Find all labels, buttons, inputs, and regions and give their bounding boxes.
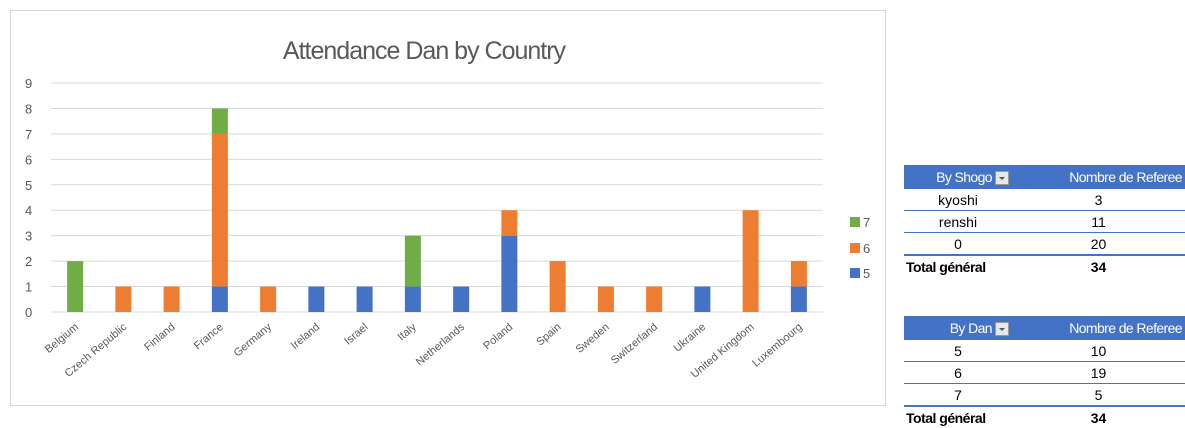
x-tick-label: Germany xyxy=(232,321,275,360)
pivot-table-by-shogo: By Shogo Nombre de Referee kyoshi 3 rens… xyxy=(904,165,1185,277)
bar-segment-dan-5 xyxy=(453,287,469,312)
row-label: 6 xyxy=(904,362,1012,384)
x-tick-label: Belgium xyxy=(43,321,81,356)
table-row: renshi 11 xyxy=(904,211,1185,233)
legend-swatch xyxy=(850,217,860,227)
bar-segment-dan-5 xyxy=(791,287,807,312)
bar-segment-dan-5 xyxy=(357,287,373,312)
total-row: Total général 34 xyxy=(904,406,1185,428)
row-value: 3 xyxy=(1012,189,1185,211)
bar-segment-dan-7 xyxy=(212,108,228,133)
x-tick-label: Ireland xyxy=(289,321,322,352)
table-row: kyoshi 3 xyxy=(904,189,1185,211)
bar-segment-dan-6 xyxy=(501,210,517,235)
bar-segment-dan-5 xyxy=(405,287,421,312)
x-tick-label: Luxembourg xyxy=(750,321,805,370)
legend-label: 6 xyxy=(863,241,870,256)
by-shogo-header-label: By Shogo xyxy=(936,169,992,185)
y-tick-label: 3 xyxy=(25,229,32,244)
row-label: 0 xyxy=(904,233,1012,256)
total-label: Total général xyxy=(904,406,1012,428)
bar-segment-dan-6 xyxy=(164,287,180,312)
x-tick-label: Poland xyxy=(481,321,515,352)
bar-segment-dan-5 xyxy=(308,287,324,312)
y-tick-label: 8 xyxy=(25,101,32,116)
row-value: 10 xyxy=(1012,340,1185,362)
bar-segment-dan-7 xyxy=(405,236,421,287)
x-tick-label: Ukraine xyxy=(672,321,709,355)
row-label: renshi xyxy=(904,211,1012,233)
table-row: 5 10 xyxy=(904,340,1185,362)
row-value: 5 xyxy=(1012,384,1185,407)
bar-segment-dan-6 xyxy=(646,287,662,312)
row-value: 11 xyxy=(1012,211,1185,233)
legend-swatch xyxy=(850,243,860,253)
filter-dropdown-icon[interactable] xyxy=(995,322,1009,336)
bar-segment-dan-5 xyxy=(694,287,710,312)
x-tick-label: France xyxy=(192,321,226,352)
by-shogo-header[interactable]: By Shogo xyxy=(904,165,1012,189)
bar-segment-dan-5 xyxy=(212,287,228,312)
x-tick-label: Netherlands xyxy=(414,321,468,369)
legend-swatch xyxy=(850,268,860,278)
bar-segment-dan-7 xyxy=(67,261,83,312)
x-tick-label: Spain xyxy=(534,321,563,348)
x-tick-label: Switzerland xyxy=(609,321,660,367)
bar-segment-dan-6 xyxy=(115,287,131,312)
legend-label: 7 xyxy=(863,215,870,230)
row-label: 5 xyxy=(904,340,1012,362)
y-tick-label: 5 xyxy=(25,178,32,193)
table-row: 0 20 xyxy=(904,233,1185,256)
bar-segment-dan-6 xyxy=(791,261,807,286)
x-tick-label: Israel xyxy=(342,321,370,347)
bar-segment-dan-6 xyxy=(550,261,566,312)
y-tick-label: 7 xyxy=(25,127,32,142)
pivot-table-by-dan: By Dan Nombre de Referee 5 10 6 19 7 5 T… xyxy=(904,316,1185,428)
nombre-de-referee-header: Nombre de Referee xyxy=(1012,165,1185,189)
row-label: kyoshi xyxy=(904,189,1012,211)
nombre-de-referee-header: Nombre de Referee xyxy=(1012,316,1185,340)
x-tick-label: Sweden xyxy=(574,321,612,356)
table-row: 7 5 xyxy=(904,384,1185,407)
total-label: Total général xyxy=(904,255,1012,277)
bar-segment-dan-6 xyxy=(598,287,614,312)
bar-segment-dan-5 xyxy=(501,236,517,312)
chart-frame: Attendance Dan by Country 0 1 2 3 4 5 6 7 8 9 Belgi… xyxy=(10,10,886,406)
total-row: Total général 34 xyxy=(904,255,1185,277)
table-header-row: By Dan Nombre de Referee xyxy=(904,316,1185,340)
chart-title: Attendance Dan by Country xyxy=(283,37,567,65)
bar-segment-dan-6 xyxy=(212,134,228,287)
row-value: 19 xyxy=(1012,362,1185,384)
y-tick-label: 9 xyxy=(25,76,32,91)
y-tick-label: 1 xyxy=(25,280,32,295)
row-label: 7 xyxy=(904,384,1012,407)
table-row: 6 19 xyxy=(904,362,1185,384)
x-tick-label: Italy xyxy=(396,321,420,343)
total-value: 34 xyxy=(1012,255,1185,277)
legend-label: 5 xyxy=(863,266,870,281)
y-tick-label: 0 xyxy=(25,305,32,320)
total-value: 34 xyxy=(1012,406,1185,428)
y-tick-label: 4 xyxy=(25,203,32,218)
by-dan-header[interactable]: By Dan xyxy=(904,316,1012,340)
by-dan-header-label: By Dan xyxy=(950,320,992,336)
bar-segment-dan-6 xyxy=(260,287,276,312)
row-value: 20 xyxy=(1012,233,1185,256)
table-header-row: By Shogo Nombre de Referee xyxy=(904,165,1185,189)
stacked-bar-chart: Attendance Dan by Country 0 1 2 3 4 5 6 7 8 9 Belgi… xyxy=(11,11,887,407)
y-tick-label: 2 xyxy=(25,254,32,269)
bar-segment-dan-6 xyxy=(743,210,759,312)
filter-dropdown-icon[interactable] xyxy=(995,171,1009,185)
y-tick-label: 6 xyxy=(25,152,32,167)
x-tick-label: Finland xyxy=(142,321,177,353)
